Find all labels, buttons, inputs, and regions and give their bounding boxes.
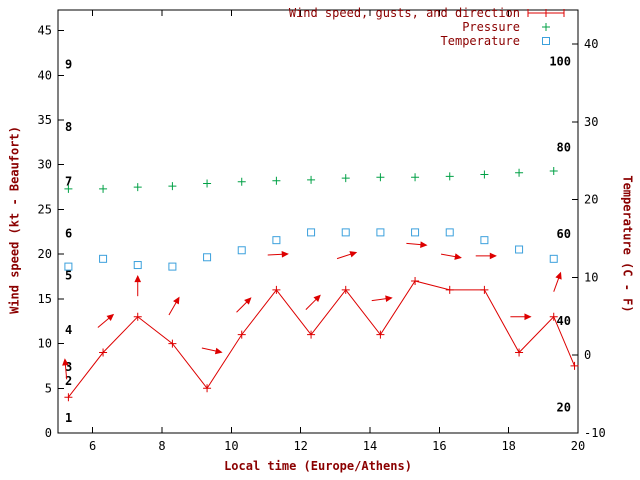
svg-text:5: 5 bbox=[45, 381, 52, 395]
left-y-axis-title: Wind speed (kt - Beaufort) bbox=[7, 126, 22, 314]
svg-text:20: 20 bbox=[571, 439, 585, 453]
svg-text:20: 20 bbox=[584, 193, 598, 207]
svg-text:8: 8 bbox=[65, 120, 72, 134]
svg-text:9: 9 bbox=[65, 58, 72, 72]
svg-text:10: 10 bbox=[584, 270, 598, 284]
svg-text:40: 40 bbox=[38, 68, 52, 82]
temperature-series bbox=[64, 228, 558, 271]
svg-text:0: 0 bbox=[584, 348, 591, 362]
svg-text:10: 10 bbox=[224, 439, 238, 453]
svg-text:80: 80 bbox=[557, 141, 571, 155]
legend-label-wind: Wind speed, gusts, and direction bbox=[288, 6, 520, 20]
axis-ticks: 6 8 10 12 14 16 18 20051015202530354045-1001020… bbox=[38, 10, 606, 453]
svg-text:10: 10 bbox=[38, 337, 52, 351]
fahrenheit-scale-labels: 20 40 60 80 100 bbox=[549, 54, 571, 414]
svg-text:4: 4 bbox=[65, 323, 72, 337]
svg-text:-10: -10 bbox=[584, 426, 606, 440]
svg-text:16: 16 bbox=[432, 439, 446, 453]
svg-text:7: 7 bbox=[65, 175, 72, 189]
svg-text:40: 40 bbox=[584, 37, 598, 51]
wind-speed-line bbox=[68, 280, 575, 398]
x-axis-title: Local time (Europe/Athens) bbox=[224, 459, 412, 473]
svg-text:100: 100 bbox=[549, 54, 571, 68]
wind-direction-arrows bbox=[62, 241, 562, 380]
svg-text:20: 20 bbox=[557, 400, 571, 414]
pressure-series bbox=[64, 166, 558, 193]
svg-text:6: 6 bbox=[89, 439, 96, 453]
svg-text:25: 25 bbox=[38, 202, 52, 216]
svg-text:20: 20 bbox=[38, 247, 52, 261]
legend-label-temperature: Temperature bbox=[440, 34, 520, 48]
svg-text:30: 30 bbox=[38, 158, 52, 172]
svg-text:60: 60 bbox=[557, 227, 571, 241]
svg-text:3: 3 bbox=[65, 360, 72, 374]
svg-text:30: 30 bbox=[584, 115, 598, 129]
svg-text:18: 18 bbox=[501, 439, 515, 453]
svg-text:1: 1 bbox=[65, 411, 72, 425]
svg-text:2: 2 bbox=[65, 374, 72, 388]
svg-text:6: 6 bbox=[65, 227, 72, 241]
legend-markers bbox=[527, 9, 565, 45]
wind-speed-series bbox=[64, 276, 579, 402]
svg-text:5: 5 bbox=[65, 269, 72, 283]
svg-text:15: 15 bbox=[38, 292, 52, 306]
right-y-axis-title: Temperature (C - F) bbox=[620, 175, 635, 313]
svg-text:14: 14 bbox=[363, 439, 377, 453]
svg-text:40: 40 bbox=[557, 314, 571, 328]
plot-border bbox=[57, 9, 579, 434]
svg-text:35: 35 bbox=[38, 113, 52, 127]
svg-text:12: 12 bbox=[293, 439, 307, 453]
svg-text:8: 8 bbox=[158, 439, 165, 453]
legend-label-pressure: Pressure bbox=[462, 20, 520, 34]
svg-text:0: 0 bbox=[45, 426, 52, 440]
svg-text:45: 45 bbox=[38, 24, 52, 38]
